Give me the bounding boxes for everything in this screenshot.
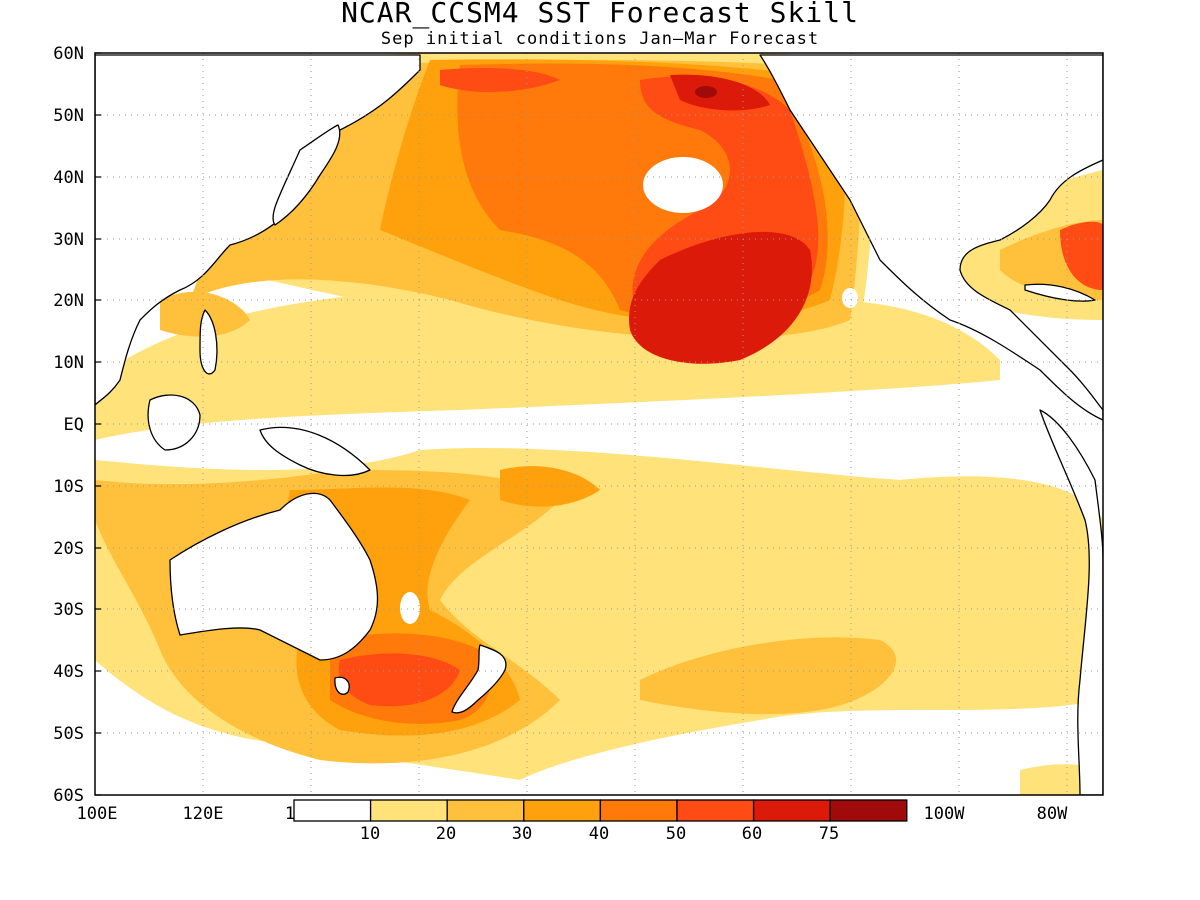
colorbar-label-10: 10 [359, 824, 381, 844]
ytick-20n: 20N [53, 291, 84, 311]
colorbar-swatch [599, 799, 678, 822]
ytick-20s: 20S [53, 539, 84, 559]
ytick-10s: 10S [53, 477, 84, 497]
ytick-60n: 60N [53, 44, 84, 64]
colorbar-label-60: 60 [741, 824, 763, 844]
ytick-50s: 50S [53, 724, 84, 744]
colorbar-label-50: 50 [665, 824, 687, 844]
colorbar-swatch [752, 799, 831, 822]
ytick-40s: 40S [53, 662, 84, 682]
colorbar-label-20: 20 [435, 824, 457, 844]
ytick-30s: 30S [53, 600, 84, 620]
xtick-120e: 120E [182, 804, 224, 824]
colorbar [293, 799, 908, 822]
xtick-100w: 100W [923, 804, 965, 824]
colorbar-label-30: 30 [511, 824, 533, 844]
ytick-40n: 40N [53, 168, 84, 188]
colorbar-label-75: 75 [818, 824, 840, 844]
ytick-eq: EQ [63, 415, 84, 435]
skill-field [95, 53, 1103, 795]
colorbar-swatch [446, 799, 525, 822]
ytick-30n: 30N [53, 230, 84, 250]
colorbar-swatch [523, 799, 602, 822]
map-subtitle: Sep initial conditions Jan—Mar Forecast [380, 29, 820, 49]
colorbar-label-40: 40 [588, 824, 610, 844]
map-title: NCAR_CCSM4 SST Forecast Skill [341, 0, 859, 29]
colorbar-swatch [676, 799, 755, 822]
ytick-60s: 60S [53, 786, 84, 806]
ytick-10n: 10N [53, 353, 84, 373]
grid-lines [95, 53, 1103, 795]
xtick-100e: 100E [76, 804, 118, 824]
ytick-50n: 50N [53, 106, 84, 126]
xtick-partial: 1 [284, 804, 296, 824]
xtick-80w: 80W [1036, 804, 1068, 824]
colorbar-swatch [829, 799, 908, 822]
colorbar-swatch [369, 799, 448, 822]
